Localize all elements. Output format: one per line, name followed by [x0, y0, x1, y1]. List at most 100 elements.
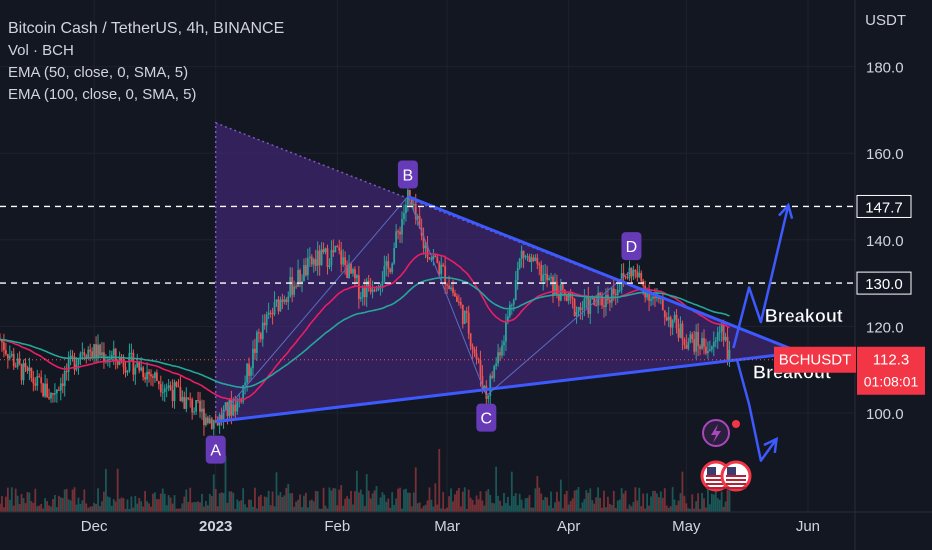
volume-bar [169, 497, 172, 512]
notification-dot [732, 420, 740, 428]
flag-stripe [706, 479, 726, 481]
candle-body [277, 299, 280, 312]
candle-body [338, 247, 341, 251]
volume-bar [450, 488, 452, 512]
candle-body [57, 389, 60, 391]
candle-body [605, 295, 607, 307]
volume-bar [54, 494, 56, 512]
candle-body [452, 287, 454, 293]
legend-ema-100: EMA (100, close, 0, SMA, 5) [8, 86, 197, 103]
volume-bar [299, 494, 301, 512]
volume-bar [630, 506, 633, 512]
volume-bar [220, 492, 223, 512]
ema-100-line [0, 276, 730, 389]
candle-body [414, 203, 417, 219]
volume-bar [6, 487, 9, 512]
volume-bar [418, 502, 421, 512]
x-tick-label: Feb [324, 518, 350, 535]
candle-body [126, 370, 129, 373]
candle-body [550, 276, 552, 279]
volume-bar [261, 506, 264, 512]
candle-body [718, 331, 721, 333]
candle-body [397, 231, 399, 233]
candle-body [216, 421, 219, 426]
candle-body [220, 414, 223, 420]
volume-bar [259, 494, 262, 512]
volume-bar [144, 491, 147, 512]
candle-body [640, 272, 643, 281]
volume-bar [542, 499, 545, 512]
candle-body [59, 383, 62, 391]
candle-body [169, 385, 172, 390]
volume-bar [571, 498, 574, 512]
candle-body [183, 396, 186, 409]
volume-bar [277, 495, 280, 512]
candle-body [410, 197, 413, 206]
volume-bar [608, 503, 611, 512]
volume-bar [695, 501, 698, 512]
volume-bar [716, 498, 719, 512]
candle-body [573, 299, 576, 317]
volume-bar [73, 487, 76, 512]
candle-body [454, 292, 456, 297]
point-label-b: B [403, 168, 414, 185]
candle-body [710, 346, 713, 350]
volume-bar [512, 496, 515, 512]
volume-bar [622, 493, 625, 512]
volume-bar [246, 507, 248, 512]
candle-body [6, 354, 9, 359]
volume-bar [499, 500, 501, 512]
volume-bar [671, 487, 674, 512]
candle-body [567, 292, 570, 301]
volume-bar [187, 501, 190, 512]
candle-body [140, 367, 143, 371]
volume-bar [99, 506, 101, 512]
candle-body [618, 289, 621, 291]
volume-bar [375, 486, 378, 512]
candle-body [65, 370, 68, 372]
volume-bar [89, 506, 92, 512]
volume-bar [712, 494, 715, 512]
currency-label: USDT [865, 12, 906, 29]
volume-bar [556, 491, 558, 512]
volume-bar [48, 505, 50, 512]
volume-bar [424, 504, 427, 512]
volume-bar [201, 493, 203, 512]
candle-body [356, 275, 358, 279]
candle-body [201, 408, 203, 412]
candle-body [691, 334, 694, 340]
candle-body [728, 349, 731, 361]
volume-bar [659, 491, 662, 512]
volume-bar [426, 500, 429, 512]
candle-body [150, 374, 152, 377]
volume-bar [416, 503, 419, 512]
candle-body [395, 231, 398, 249]
candle-body [483, 385, 486, 389]
arrowhead [778, 202, 794, 219]
volume-bar [646, 493, 649, 512]
candle-body [189, 398, 192, 400]
candle-body [703, 338, 705, 347]
volume-bar [171, 503, 174, 512]
volume-bar [452, 501, 454, 512]
candle-body [557, 293, 560, 301]
candle-body [408, 189, 411, 198]
volume-bar [610, 505, 613, 512]
volume-bar [626, 508, 629, 512]
candle-body [685, 344, 688, 349]
volume-bar [397, 488, 399, 512]
candle-body [46, 383, 48, 398]
volume-bar [267, 490, 270, 512]
flag-stripe [726, 483, 746, 485]
volume-bar [40, 503, 43, 512]
candle-body [167, 385, 170, 388]
candle-body [14, 366, 17, 368]
candle-body [542, 274, 545, 282]
candle-body [532, 257, 535, 261]
candle-body [503, 341, 505, 346]
volume-bar [393, 505, 396, 512]
volume-bar [414, 467, 417, 512]
volume-bar [326, 508, 329, 512]
volume-bar [432, 506, 435, 512]
